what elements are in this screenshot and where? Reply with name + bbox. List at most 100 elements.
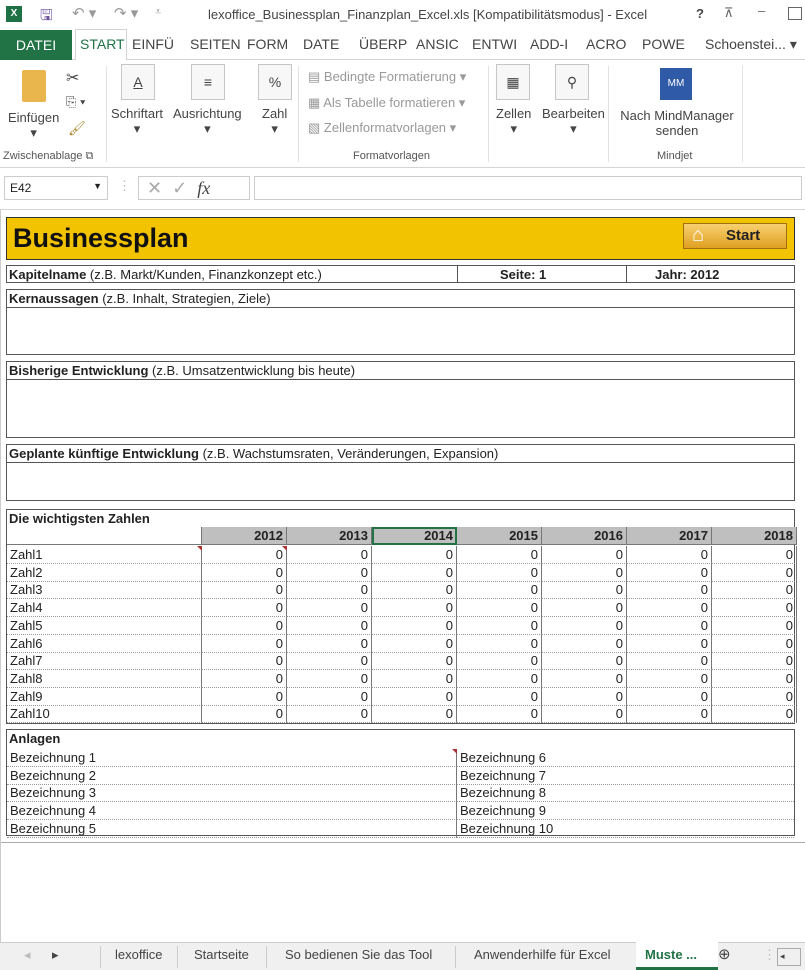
- value-cell[interactable]: 0: [712, 563, 797, 582]
- value-cell[interactable]: 0: [457, 616, 542, 635]
- value-cell[interactable]: 0: [372, 705, 457, 724]
- value-cell[interactable]: 0: [457, 652, 542, 671]
- tab-daten[interactable]: DATE: [303, 36, 340, 52]
- row-label[interactable]: Zahl9: [7, 687, 202, 706]
- tab-start[interactable]: START: [80, 36, 125, 52]
- mindmanager-icon[interactable]: MM: [660, 68, 692, 100]
- cells-icon[interactable]: ▦: [496, 64, 530, 100]
- value-cell[interactable]: 0: [627, 563, 712, 582]
- formula-input[interactable]: [254, 176, 802, 200]
- anlage-right[interactable]: Bezeichnung 7: [457, 767, 794, 785]
- binoculars-icon[interactable]: ⚲: [555, 64, 589, 100]
- value-cell[interactable]: 0: [457, 546, 542, 564]
- alignment-icon[interactable]: ≡: [191, 64, 225, 100]
- anlage-right[interactable]: Bezeichnung 10: [457, 820, 794, 838]
- row-label[interactable]: Zahl7: [7, 652, 202, 671]
- send-to-mindmanager-button[interactable]: Nach MindManager senden: [620, 108, 734, 138]
- value-cell[interactable]: 0: [712, 546, 797, 564]
- save-icon[interactable]: 🖫: [40, 7, 53, 24]
- row-label[interactable]: Zahl8: [7, 669, 202, 688]
- undo-icon[interactable]: ↶ ▾: [72, 5, 97, 22]
- value-cell[interactable]: 0: [287, 634, 372, 653]
- name-box[interactable]: E42 ▼: [4, 176, 108, 200]
- tab-powerpivot[interactable]: POWE: [642, 36, 685, 52]
- number-button[interactable]: Zahl ▾: [262, 106, 288, 136]
- value-cell[interactable]: 0: [372, 563, 457, 582]
- format-as-table-button[interactable]: ▦ Als Tabelle formatieren ▾: [308, 95, 466, 110]
- user-account[interactable]: Schoenstei... ▾: [705, 36, 797, 52]
- year-header[interactable]: 2016: [542, 527, 627, 545]
- tab-einfuegen[interactable]: EINFÜ: [132, 36, 174, 52]
- value-cell[interactable]: 0: [542, 599, 627, 618]
- cells-button[interactable]: Zellen ▾: [496, 106, 532, 136]
- editing-button[interactable]: Bearbeiten ▾: [542, 106, 605, 136]
- value-cell[interactable]: 0: [372, 616, 457, 635]
- value-cell[interactable]: 0: [542, 546, 627, 564]
- paste-button[interactable]: Einfügen ▾: [8, 110, 60, 140]
- value-cell[interactable]: 0: [202, 563, 287, 582]
- value-cell[interactable]: 0: [457, 634, 542, 653]
- anlage-left[interactable]: Bezeichnung 4: [7, 802, 457, 821]
- value-cell[interactable]: 0: [372, 687, 457, 706]
- copy-icon[interactable]: ⎘ ▾: [66, 94, 86, 109]
- value-cell[interactable]: 0: [457, 581, 542, 600]
- kapitel-row[interactable]: Kapitelname (z.B. Markt/Kunden, Finanzko…: [6, 265, 795, 283]
- value-cell[interactable]: 0: [372, 634, 457, 653]
- value-cell[interactable]: 0: [542, 581, 627, 600]
- conditional-formatting-button[interactable]: ▤ Bedingte Formatierung ▾: [308, 69, 467, 84]
- value-cell[interactable]: 0: [712, 652, 797, 671]
- row-label[interactable]: Zahl2: [7, 563, 202, 582]
- value-cell[interactable]: 0: [627, 581, 712, 600]
- tab-acrobat[interactable]: ACRO: [586, 36, 627, 52]
- prev-sheet-icon[interactable]: ◂: [24, 947, 31, 962]
- enter-icon[interactable]: ✓: [172, 178, 188, 198]
- font-icon[interactable]: A: [121, 64, 155, 100]
- value-cell[interactable]: 0: [712, 634, 797, 653]
- sheet-tab-muster[interactable]: Muste ...: [645, 947, 698, 962]
- help-button[interactable]: ?: [696, 6, 704, 21]
- cell-styles-button[interactable]: ▧ Zellenformatvorlagen ▾: [308, 120, 457, 135]
- value-cell[interactable]: 0: [457, 705, 542, 724]
- tab-ueberpruefen[interactable]: ÜBERP: [359, 36, 408, 52]
- year-header[interactable]: 2012: [202, 527, 287, 545]
- anlage-right[interactable]: Bezeichnung 9: [457, 802, 794, 821]
- alignment-button[interactable]: Ausrichtung ▾: [173, 106, 242, 136]
- value-cell[interactable]: 0: [202, 705, 287, 724]
- value-cell[interactable]: 0: [542, 563, 627, 582]
- value-cell[interactable]: 0: [202, 546, 287, 564]
- value-cell[interactable]: 0: [372, 546, 457, 564]
- ribbon-display-icon[interactable]: ⊼: [724, 5, 734, 20]
- tab-ansicht[interactable]: ANSIC: [416, 36, 459, 52]
- minimize-icon[interactable]: –: [758, 3, 766, 18]
- next-sheet-icon[interactable]: ▸: [52, 947, 59, 962]
- row-label[interactable]: Zahl3: [7, 581, 202, 600]
- value-cell[interactable]: 0: [202, 669, 287, 688]
- row-label[interactable]: Zahl4: [7, 599, 202, 618]
- cancel-icon[interactable]: ✕: [147, 178, 163, 198]
- row-label[interactable]: Zahl1: [7, 546, 202, 564]
- value-cell[interactable]: 0: [287, 705, 372, 724]
- geplante-box[interactable]: Geplante künftige Entwicklung (z.B. Wach…: [6, 444, 795, 501]
- year-header[interactable]: 2013: [287, 527, 372, 545]
- value-cell[interactable]: 0: [542, 669, 627, 688]
- value-cell[interactable]: 0: [712, 599, 797, 618]
- format-painter-icon[interactable]: 🖌: [68, 120, 86, 136]
- value-cell[interactable]: 0: [627, 652, 712, 671]
- sheet-tab-anwenderhilfe[interactable]: Anwenderhilfe für Excel: [474, 947, 611, 962]
- value-cell[interactable]: 0: [542, 705, 627, 724]
- horizontal-scrollbar[interactable]: ◂: [777, 948, 801, 966]
- year-header[interactable]: 2014: [372, 527, 457, 545]
- value-cell[interactable]: 0: [202, 616, 287, 635]
- year-header[interactable]: 2017: [627, 527, 712, 545]
- splitter-icon[interactable]: ⋮: [118, 178, 131, 193]
- value-cell[interactable]: 0: [287, 669, 372, 688]
- value-cell[interactable]: 0: [627, 705, 712, 724]
- insert-function-icon[interactable]: fx: [197, 178, 211, 198]
- start-button[interactable]: ⌂ Start: [683, 223, 787, 249]
- redo-icon[interactable]: ↷ ▾: [114, 5, 139, 22]
- sheet-tab-startseite[interactable]: Startseite: [194, 947, 249, 962]
- value-cell[interactable]: 0: [202, 634, 287, 653]
- value-cell[interactable]: 0: [202, 687, 287, 706]
- tab-datei[interactable]: DATEI: [0, 30, 72, 60]
- cut-icon[interactable]: ✂: [66, 70, 80, 87]
